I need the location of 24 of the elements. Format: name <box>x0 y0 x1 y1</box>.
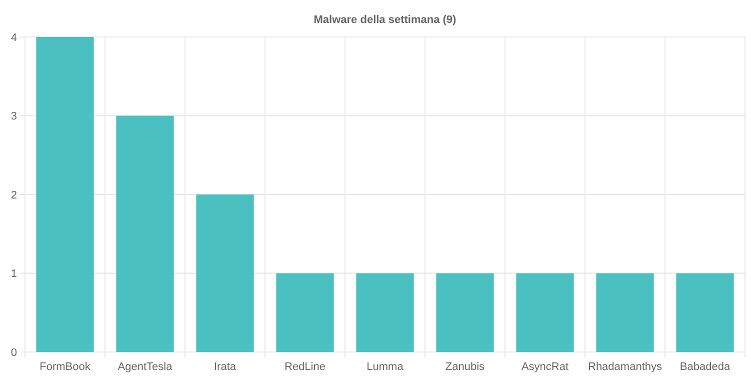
bar <box>596 273 654 352</box>
bar <box>116 116 174 352</box>
x-tick-label: Irata <box>214 361 237 373</box>
bar <box>356 273 414 352</box>
bar <box>196 194 254 352</box>
bar <box>676 273 734 352</box>
y-tick-label: 2 <box>10 189 17 202</box>
y-tick-label: 0 <box>10 346 17 359</box>
bar <box>276 273 334 352</box>
bar <box>36 37 94 352</box>
x-tick-label: FormBook <box>40 361 91 373</box>
bar <box>436 273 494 352</box>
y-tick-label: 3 <box>10 110 17 123</box>
y-tick-label: 4 <box>10 32 17 44</box>
x-tick-label: Zanubis <box>445 361 486 373</box>
x-tick-label: AgentTesla <box>118 361 174 373</box>
bar <box>516 273 574 352</box>
x-tick-label: Rhadamanthys <box>588 361 662 373</box>
x-tick-label: RedLine <box>284 361 326 373</box>
y-tick-label: 1 <box>10 268 17 280</box>
x-tick-label: AsyncRat <box>521 361 569 373</box>
x-tick-label: Lumma <box>366 361 404 373</box>
chart-title: Malware della settimana (9) <box>314 14 457 26</box>
x-tick-label: Babadeda <box>680 361 731 373</box>
